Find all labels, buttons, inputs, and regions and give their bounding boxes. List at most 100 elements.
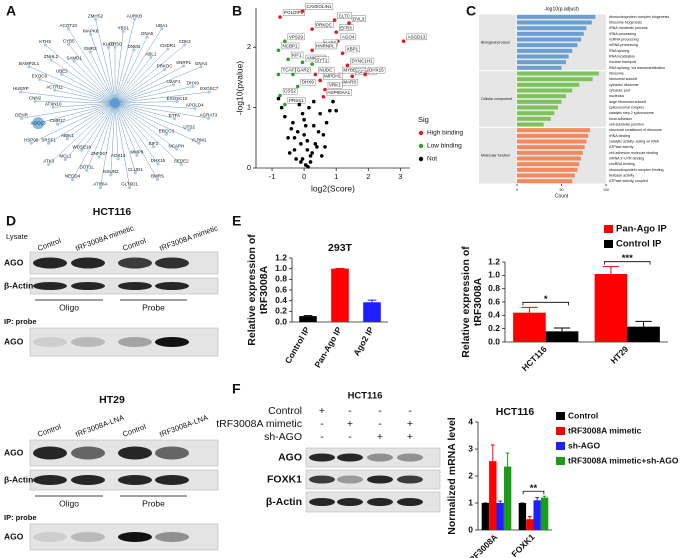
node (27, 65, 31, 69)
node (191, 84, 195, 89)
y-tick-label: 2 (247, 42, 251, 51)
edge (114, 19, 135, 104)
node (175, 99, 179, 104)
edge (114, 65, 184, 104)
bar (517, 133, 589, 138)
y-tick-label: 3 (468, 443, 473, 453)
point (283, 39, 287, 44)
edge (114, 102, 199, 144)
term-label: ATPase activity (609, 145, 634, 149)
x-tick-label: Ago2 IP (351, 325, 376, 358)
point (294, 157, 298, 161)
point (308, 160, 313, 164)
node (55, 122, 60, 126)
point-label: MARS (343, 80, 356, 85)
term-label: ribonucleoprotein complex biogenesis (609, 15, 669, 19)
label-box (287, 97, 306, 104)
node (109, 173, 113, 177)
node (80, 148, 84, 152)
point (289, 126, 294, 131)
band (397, 453, 423, 462)
point (340, 51, 345, 56)
term-label: ribosomal subunit (609, 77, 637, 81)
point (300, 60, 305, 65)
band (33, 337, 67, 347)
point (279, 105, 284, 110)
edge (50, 59, 116, 104)
label-box (350, 57, 375, 65)
panel-label: D (6, 213, 16, 229)
node-label: SNRP1 (176, 60, 192, 65)
bar (540, 497, 549, 530)
point (276, 48, 281, 53)
node (47, 162, 51, 166)
band (118, 532, 152, 542)
legend-label: Control (568, 410, 598, 420)
node-label: GLT6D1 (121, 182, 138, 187)
point (313, 142, 318, 146)
node-label: U2AF1 (167, 79, 182, 84)
point (323, 87, 327, 92)
edge (65, 102, 116, 160)
condition-label: tRF3008A mimetic (216, 418, 302, 430)
node-label: MMP9 (130, 149, 143, 154)
edge (72, 102, 116, 180)
y-axis-label: Normalized mRNA level (446, 417, 458, 535)
point (291, 72, 295, 77)
node (49, 58, 53, 62)
label-box (351, 15, 366, 22)
edge (98, 102, 116, 158)
node (166, 47, 170, 51)
point-label: TCAF1 (282, 68, 297, 73)
chart-title: HCT116 (496, 406, 535, 418)
node-label: YBS1 (117, 26, 129, 31)
node (135, 153, 139, 157)
bar (545, 331, 579, 342)
lane-label: tRF3008A-LNA (158, 413, 209, 439)
lane-label: Control (121, 422, 147, 439)
term-label: catalytic step 2 spliceosome (609, 111, 654, 115)
point (334, 30, 339, 34)
bar (517, 139, 587, 144)
y-tick-label: 1 (468, 497, 473, 507)
point (310, 62, 314, 66)
bar (517, 111, 555, 116)
point (311, 123, 316, 128)
row-label: AGO (4, 531, 24, 541)
bar (517, 43, 578, 48)
point (401, 39, 406, 44)
bar (517, 94, 566, 99)
y-tick-label: 0.2 (488, 323, 500, 333)
point (305, 139, 310, 143)
point (310, 27, 314, 31)
node (19, 116, 24, 120)
node-label: HUERP (13, 86, 29, 91)
point-label: PRSS1 (289, 98, 304, 103)
band (155, 532, 189, 542)
bar (517, 20, 592, 25)
x-tick-label: Pan-Ago IP (312, 325, 343, 370)
point-label: HNRNPL (316, 43, 335, 48)
point (313, 72, 318, 77)
node-label: DNM3 (127, 44, 140, 49)
bar (517, 88, 573, 93)
legend-label: tRF3008A mimetic (568, 425, 642, 435)
bar (517, 173, 575, 178)
node (149, 55, 153, 60)
label-box (318, 66, 335, 74)
node-label: ATR6A (93, 182, 107, 187)
node-label: DHX15 (151, 158, 166, 163)
edge (114, 31, 124, 104)
point (300, 157, 305, 161)
edge (114, 28, 163, 104)
y-tick-label: 4 (468, 416, 473, 426)
point-label: VRK1 (329, 83, 341, 88)
y-tick-label: 0.8 (275, 274, 287, 284)
band (33, 446, 67, 460)
lane-label: Control (36, 422, 62, 439)
row-label: AGO (4, 257, 24, 267)
point (310, 151, 314, 155)
edge (73, 60, 116, 104)
bar (517, 31, 584, 36)
point (278, 15, 282, 19)
